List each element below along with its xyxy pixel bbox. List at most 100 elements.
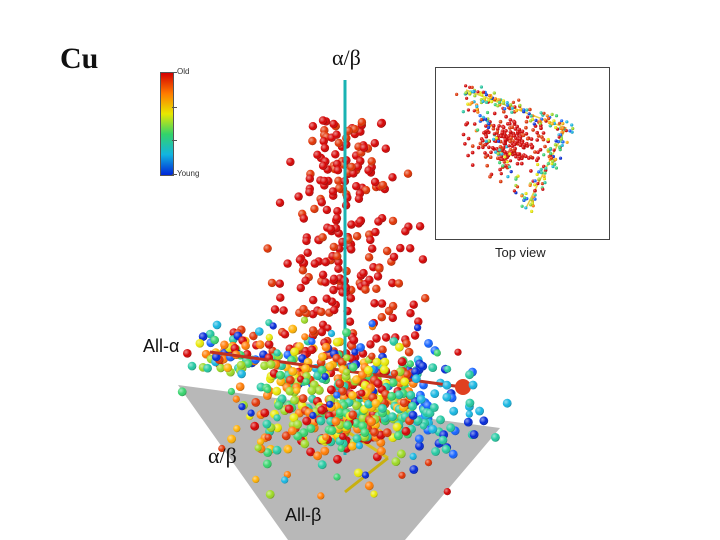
scatter-point-shading <box>355 442 363 450</box>
top-view-caption: Top view <box>495 245 546 260</box>
scatter-point-shading <box>396 449 406 459</box>
scatter-point-shading <box>571 126 575 131</box>
scatter-point-shading <box>487 94 491 98</box>
scatter-point-shading <box>263 244 272 253</box>
scatter-point-shading <box>508 118 513 122</box>
scatter-point-shading <box>395 342 404 352</box>
scatter-point-shading <box>520 204 524 208</box>
scatter-point-shading <box>328 187 338 196</box>
scatter-point-shading <box>541 137 546 142</box>
scatter-point-shading <box>544 166 548 170</box>
scatter-point-shading <box>408 410 418 420</box>
scatter-point-shading <box>418 255 428 264</box>
scatter-point-shading <box>515 124 519 129</box>
scatter-point-shading <box>546 162 550 166</box>
scatter-point-shading <box>284 404 294 414</box>
scatter-point-shading <box>370 490 378 498</box>
scatter-point-shading <box>421 294 430 303</box>
scatter-point-shading <box>514 109 518 113</box>
scatter-point-shading <box>306 424 316 433</box>
scatter-point-shading <box>308 122 318 131</box>
scatter-point-shading <box>514 154 518 159</box>
scatter-point-shading <box>514 177 518 181</box>
scatter-point-shading <box>551 159 555 163</box>
scatter-point-shading <box>335 184 344 193</box>
scatter-point-shading <box>549 151 553 156</box>
scatter-point-shading <box>348 410 358 420</box>
scatter-point-shading <box>273 349 281 357</box>
scatter-point-shading <box>294 192 303 201</box>
scatter-point-shading <box>310 259 319 268</box>
scatter-point-shading <box>494 150 498 154</box>
scatter-point-shading <box>476 110 480 114</box>
scatter-point-shading <box>481 115 485 119</box>
scatter-point-shading <box>289 413 299 422</box>
axis-label-front: α/β <box>208 443 237 468</box>
scatter-point-shading <box>290 347 299 357</box>
scatter-point-shading <box>504 129 508 133</box>
scatter-point-shading <box>406 360 414 368</box>
scatter-point-shading <box>251 398 261 407</box>
scatter-point-shading <box>220 340 229 350</box>
colorbar-tick <box>172 174 177 175</box>
scatter-point-shading <box>306 447 315 457</box>
scatter-point-shading <box>554 139 558 143</box>
scatter-point-shading <box>520 194 524 198</box>
scatter-point-shading <box>521 133 526 138</box>
scatter-point-shading <box>354 468 363 478</box>
scatter-point-shading <box>493 97 497 101</box>
scatter-point-shading <box>288 367 298 376</box>
scatter-point-shading <box>549 156 554 160</box>
scatter-point-shading <box>236 360 246 370</box>
scatter-point-shading <box>241 341 250 351</box>
scatter-point-shading <box>554 157 558 161</box>
scatter-point-shading <box>334 138 343 148</box>
scatter-point-shading <box>343 354 351 362</box>
scatter-point-shading <box>333 473 341 481</box>
scatter-point-shading <box>503 137 508 142</box>
scatter-point-shading <box>416 394 426 404</box>
scatter-point-shading <box>479 118 483 122</box>
scatter-point-shading <box>515 139 519 144</box>
arrow-head <box>455 379 471 395</box>
scatter-point-shading <box>227 387 235 396</box>
scatter-point-shading <box>280 330 290 339</box>
scatter-point-shading <box>187 361 197 371</box>
scatter-point-shading <box>461 132 466 137</box>
scatter-point-shading <box>409 452 417 460</box>
scatter-point-shading <box>465 96 469 100</box>
scatter-point-shading <box>299 214 308 223</box>
scatter-point-shading <box>475 406 484 416</box>
scatter-point-shading <box>534 118 538 122</box>
scatter-point-shading <box>322 205 332 215</box>
scatter-point-shading <box>449 406 459 416</box>
scatter-point-shading <box>354 194 364 203</box>
scatter-point-shading <box>535 172 539 176</box>
scatter-point-shading <box>403 169 413 178</box>
scatter-point-shading <box>378 404 387 413</box>
scatter-point-shading <box>254 327 264 336</box>
scatter-point-shading <box>332 337 342 347</box>
scatter-point-shading <box>264 433 272 441</box>
scatter-point-shading <box>301 276 310 285</box>
scatter-point-shading <box>212 352 221 362</box>
scatter-point-shading <box>535 138 539 142</box>
scatter-point-shading <box>431 447 440 456</box>
scatter-point-shading <box>483 151 487 155</box>
scatter-point-shading <box>399 398 409 408</box>
scatter-point-shading <box>177 387 187 397</box>
scatter-point-shading <box>541 131 546 135</box>
scatter-point-shading <box>352 401 361 410</box>
scatter-point-shading <box>526 115 530 119</box>
scatter-point-shading <box>316 416 326 426</box>
colorbar-tick <box>172 107 177 108</box>
scatter-point-shading <box>368 352 376 360</box>
scatter-point-shading <box>406 309 415 318</box>
scatter-point-shading <box>533 189 537 193</box>
scatter-point-shading <box>565 120 569 124</box>
scatter-point-shading <box>302 236 311 246</box>
scatter-point-shading <box>442 380 452 390</box>
scatter-point-shading <box>424 459 433 467</box>
scatter-point-shading <box>525 108 529 112</box>
scatter-point-shading <box>310 204 319 214</box>
